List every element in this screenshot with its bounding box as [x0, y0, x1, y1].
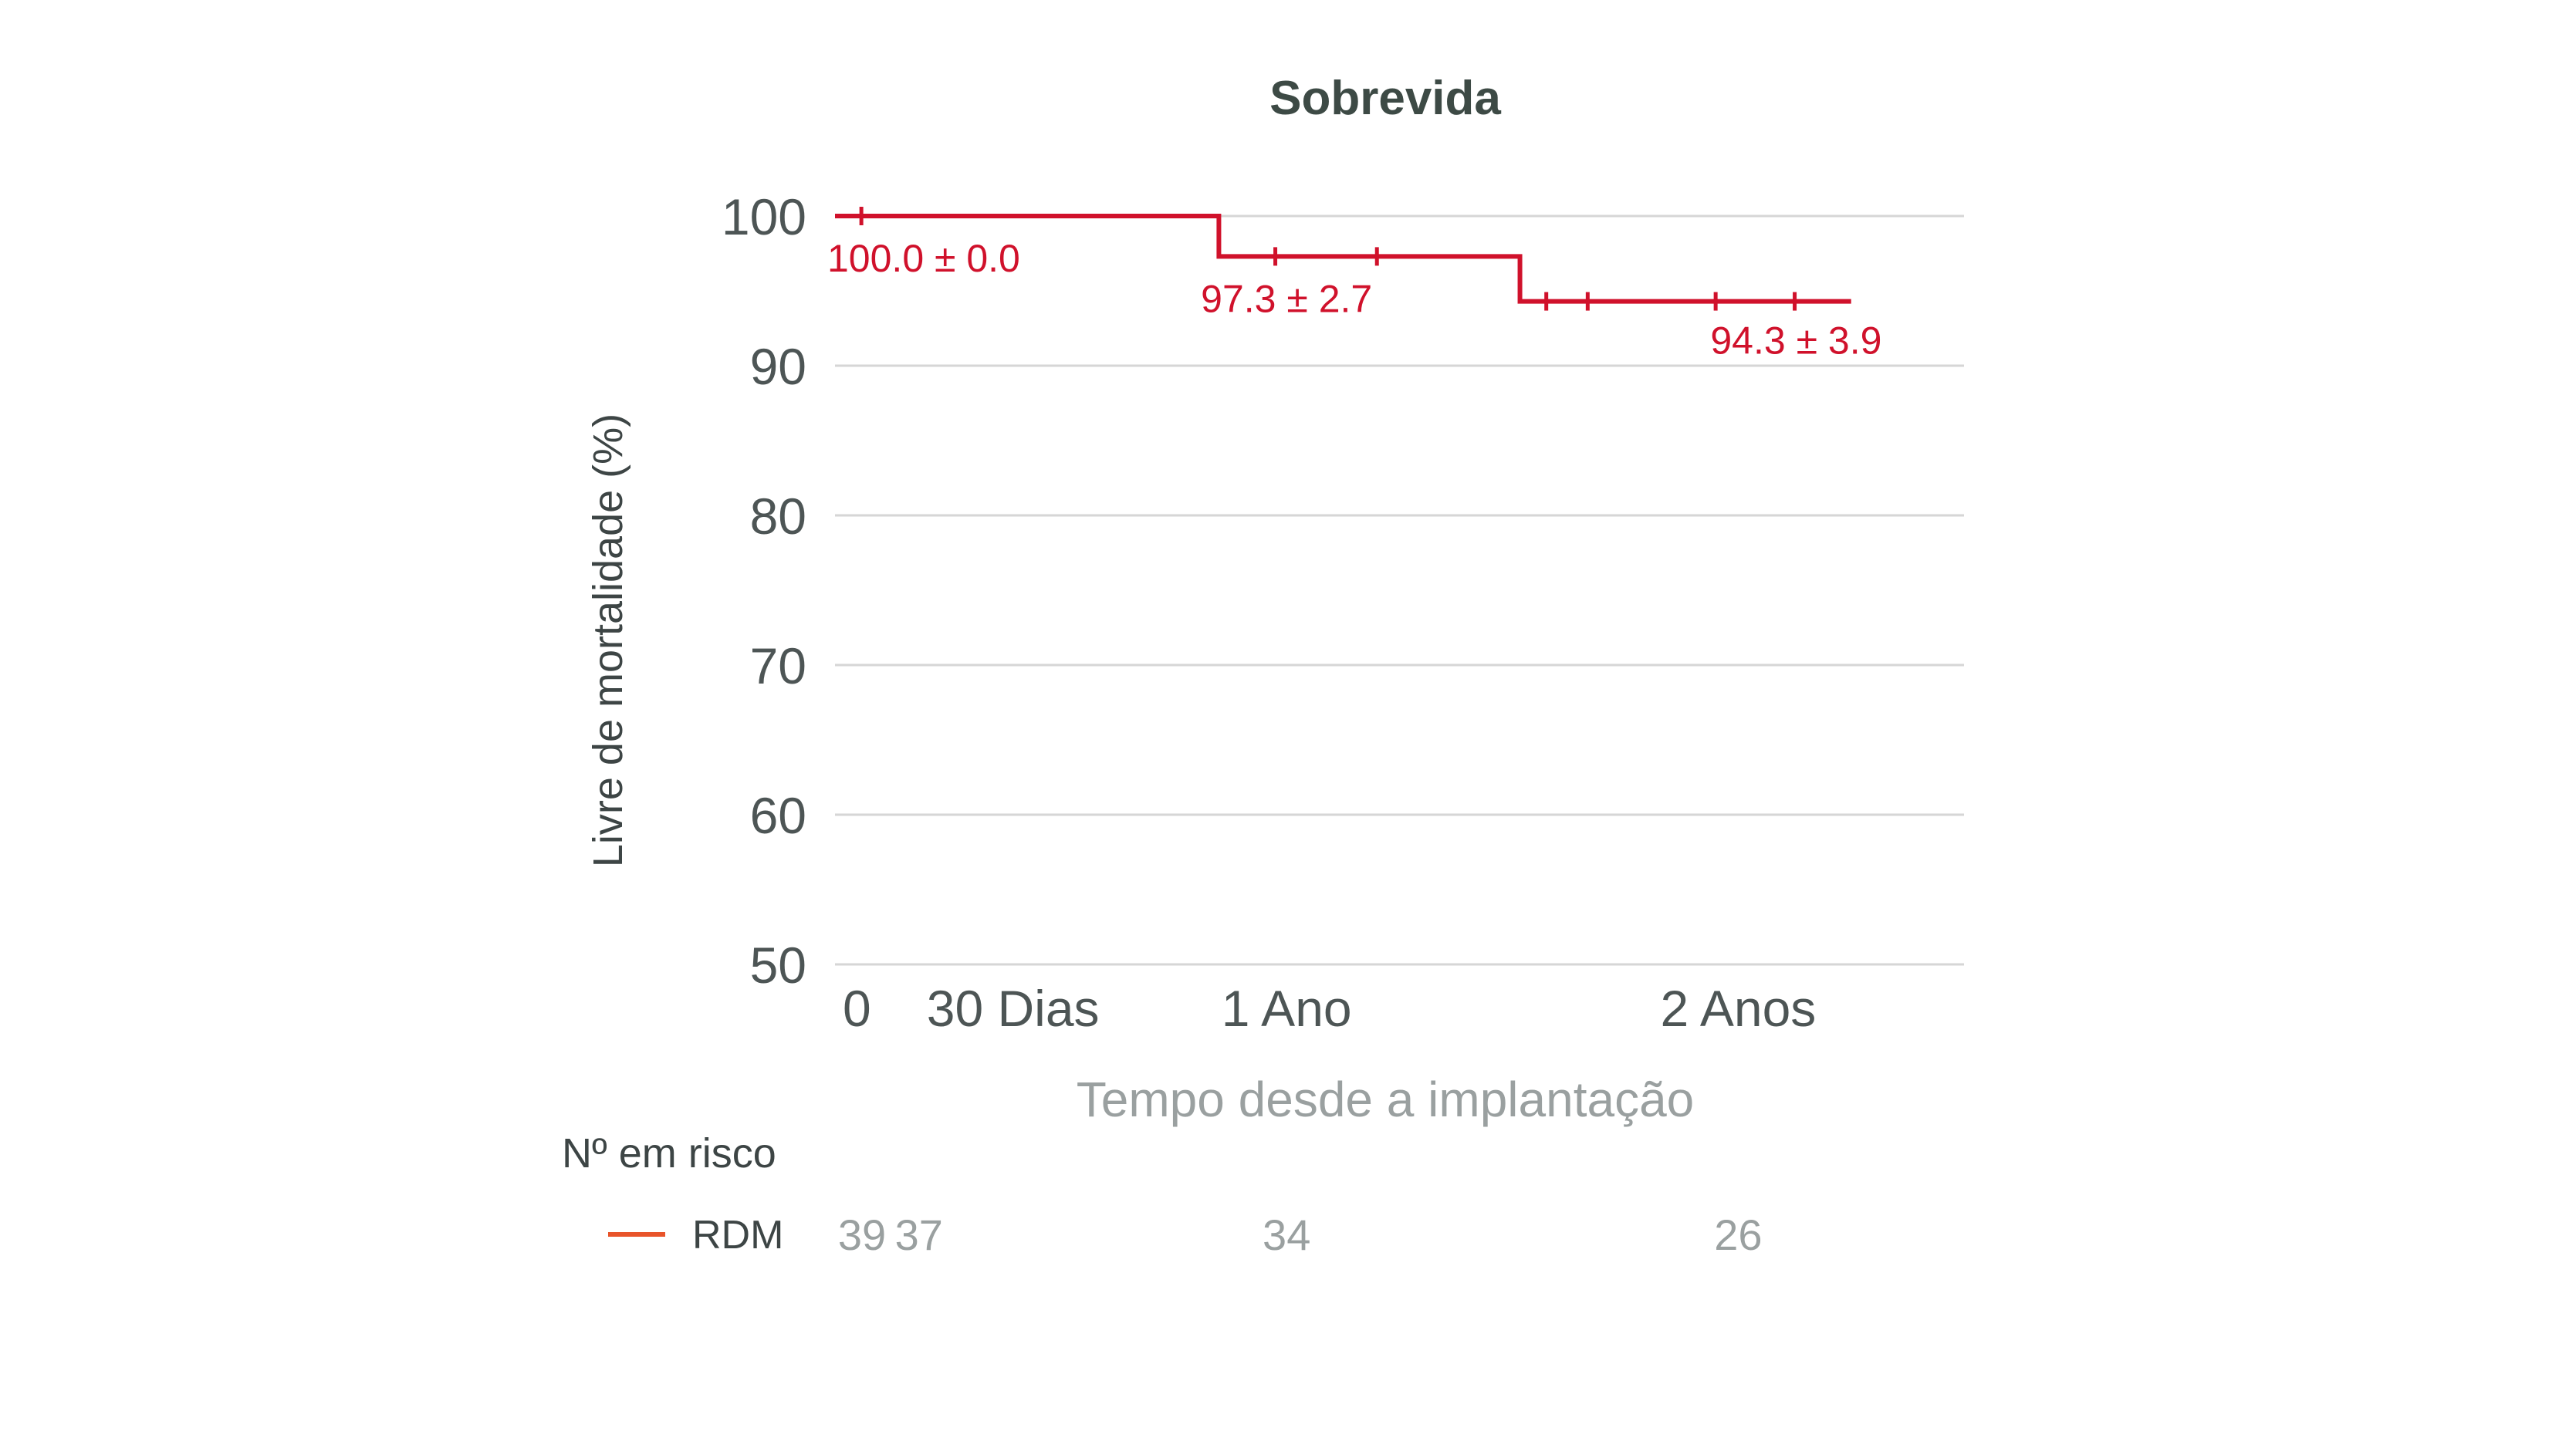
x-tick-label: 1 Ano [1222, 980, 1352, 1037]
y-tick-label: 50 [750, 937, 806, 994]
y-axis-ticks: 100 90 80 70 60 50 [722, 188, 806, 994]
annotations: 100.0 ± 0.0 97.3 ± 2.7 94.3 ± 3.9 [827, 237, 1881, 363]
x-tick-label: 2 Anos [1660, 980, 1816, 1037]
value-annotation: 94.3 ± 3.9 [1710, 319, 1881, 363]
x-axis-label: Tempo desde a implantação [1077, 1072, 1695, 1127]
x-tick-label: 0 [843, 980, 871, 1037]
risk-table-header: Nº em risco [562, 1130, 776, 1177]
value-annotation: 97.3 ± 2.7 [1201, 277, 1372, 320]
y-tick-label: 70 [750, 637, 806, 694]
risk-table-values: 39 37 34 26 [838, 1210, 1763, 1259]
risk-table-label: RDM [692, 1213, 783, 1258]
y-tick-label: 60 [750, 787, 806, 844]
y-axis-label: Livre de mortalidade (%) [585, 414, 631, 867]
y-tick-label: 80 [750, 488, 806, 545]
x-axis-ticks: 0 30 Dias 1 Ano 2 Anos [843, 980, 1816, 1037]
risk-value: 37 [895, 1210, 943, 1259]
series-rdm [835, 207, 1851, 311]
value-annotation: 100.0 ± 0.0 [827, 237, 1020, 280]
risk-value: 26 [1714, 1210, 1762, 1259]
chart-title: Sobrevida [1269, 72, 1501, 125]
y-tick-label: 90 [750, 338, 806, 395]
risk-value: 34 [1263, 1210, 1310, 1259]
series-line [835, 214, 1851, 304]
y-tick-label: 100 [722, 188, 806, 245]
risk-value: 39 [838, 1210, 886, 1259]
x-tick-label: 30 Dias [927, 980, 1100, 1037]
gridlines [835, 214, 1964, 966]
